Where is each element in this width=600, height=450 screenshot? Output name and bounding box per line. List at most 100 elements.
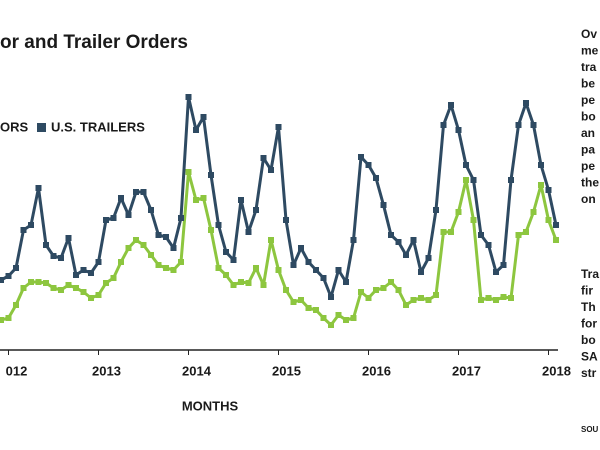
marker bbox=[133, 237, 139, 243]
marker bbox=[343, 317, 349, 323]
marker bbox=[440, 122, 447, 128]
marker bbox=[448, 229, 454, 235]
marker bbox=[148, 252, 154, 258]
marker bbox=[298, 297, 304, 303]
marker bbox=[230, 282, 237, 288]
marker bbox=[110, 275, 117, 281]
marker bbox=[80, 289, 87, 295]
marker bbox=[103, 217, 109, 223]
marker bbox=[35, 185, 42, 191]
marker bbox=[283, 217, 289, 223]
marker bbox=[313, 267, 319, 273]
marker bbox=[358, 154, 364, 160]
marker bbox=[28, 222, 34, 228]
marker bbox=[223, 249, 229, 255]
marker bbox=[320, 275, 327, 281]
marker bbox=[193, 127, 199, 133]
series-line bbox=[0, 170, 558, 327]
marker bbox=[260, 282, 267, 288]
side-text-line: be bbox=[581, 77, 595, 91]
marker bbox=[13, 265, 19, 271]
marker bbox=[185, 94, 192, 100]
marker bbox=[313, 307, 319, 313]
marker bbox=[395, 239, 402, 245]
marker bbox=[118, 195, 124, 201]
marker bbox=[463, 177, 469, 183]
marker bbox=[508, 177, 514, 183]
marker bbox=[358, 289, 364, 295]
marker bbox=[268, 167, 274, 173]
marker bbox=[245, 229, 252, 235]
side-text-line: tra bbox=[581, 60, 597, 74]
marker bbox=[50, 253, 57, 259]
marker bbox=[163, 265, 169, 271]
marker bbox=[5, 315, 12, 321]
marker bbox=[110, 215, 117, 221]
marker bbox=[335, 267, 342, 273]
marker bbox=[185, 169, 192, 175]
marker bbox=[125, 212, 132, 218]
marker bbox=[403, 252, 409, 258]
marker bbox=[200, 195, 207, 201]
x-tick-label: 2013 bbox=[92, 363, 121, 378]
marker bbox=[523, 100, 529, 106]
marker bbox=[80, 267, 87, 273]
marker bbox=[170, 267, 177, 273]
marker bbox=[290, 262, 297, 268]
marker bbox=[433, 207, 439, 213]
marker bbox=[238, 197, 244, 203]
marker bbox=[140, 189, 147, 195]
marker bbox=[208, 227, 214, 233]
marker bbox=[178, 215, 184, 221]
marker bbox=[230, 257, 237, 263]
x-axis-label: MONTHS bbox=[182, 398, 239, 413]
marker bbox=[380, 285, 387, 291]
marker bbox=[305, 259, 312, 265]
marker bbox=[328, 322, 334, 328]
marker bbox=[418, 269, 424, 275]
marker bbox=[553, 222, 559, 228]
marker bbox=[410, 237, 417, 243]
marker bbox=[20, 227, 27, 233]
marker bbox=[478, 297, 484, 303]
side-text-line: pe bbox=[581, 93, 595, 107]
marker bbox=[275, 124, 282, 130]
x-tick-label: 2018 bbox=[542, 363, 571, 378]
marker bbox=[58, 287, 64, 293]
marker bbox=[373, 287, 379, 293]
marker bbox=[463, 162, 469, 168]
marker bbox=[478, 232, 484, 238]
marker bbox=[515, 122, 522, 128]
side-text-line: bo bbox=[581, 333, 596, 347]
marker bbox=[350, 237, 357, 243]
marker bbox=[403, 302, 409, 308]
x-tick-label: 2017 bbox=[452, 363, 481, 378]
marker bbox=[88, 270, 94, 276]
marker bbox=[155, 262, 162, 268]
marker bbox=[58, 255, 64, 261]
side-text-line: on bbox=[581, 192, 596, 206]
marker bbox=[0, 277, 4, 283]
side-text-line: the bbox=[581, 176, 599, 190]
marker bbox=[290, 299, 297, 305]
marker bbox=[433, 292, 439, 298]
marker bbox=[43, 242, 49, 248]
marker bbox=[455, 209, 462, 215]
marker bbox=[5, 273, 12, 279]
marker bbox=[500, 262, 507, 268]
marker bbox=[425, 297, 432, 303]
marker bbox=[410, 297, 417, 303]
marker bbox=[553, 237, 559, 243]
marker bbox=[493, 269, 499, 275]
marker bbox=[200, 114, 207, 120]
marker bbox=[65, 282, 72, 288]
marker bbox=[395, 287, 402, 293]
marker bbox=[425, 255, 432, 261]
legend-swatch bbox=[37, 123, 46, 132]
marker bbox=[350, 315, 357, 321]
marker bbox=[470, 177, 477, 183]
marker bbox=[448, 102, 454, 108]
marker bbox=[268, 237, 274, 243]
marker bbox=[283, 287, 289, 293]
